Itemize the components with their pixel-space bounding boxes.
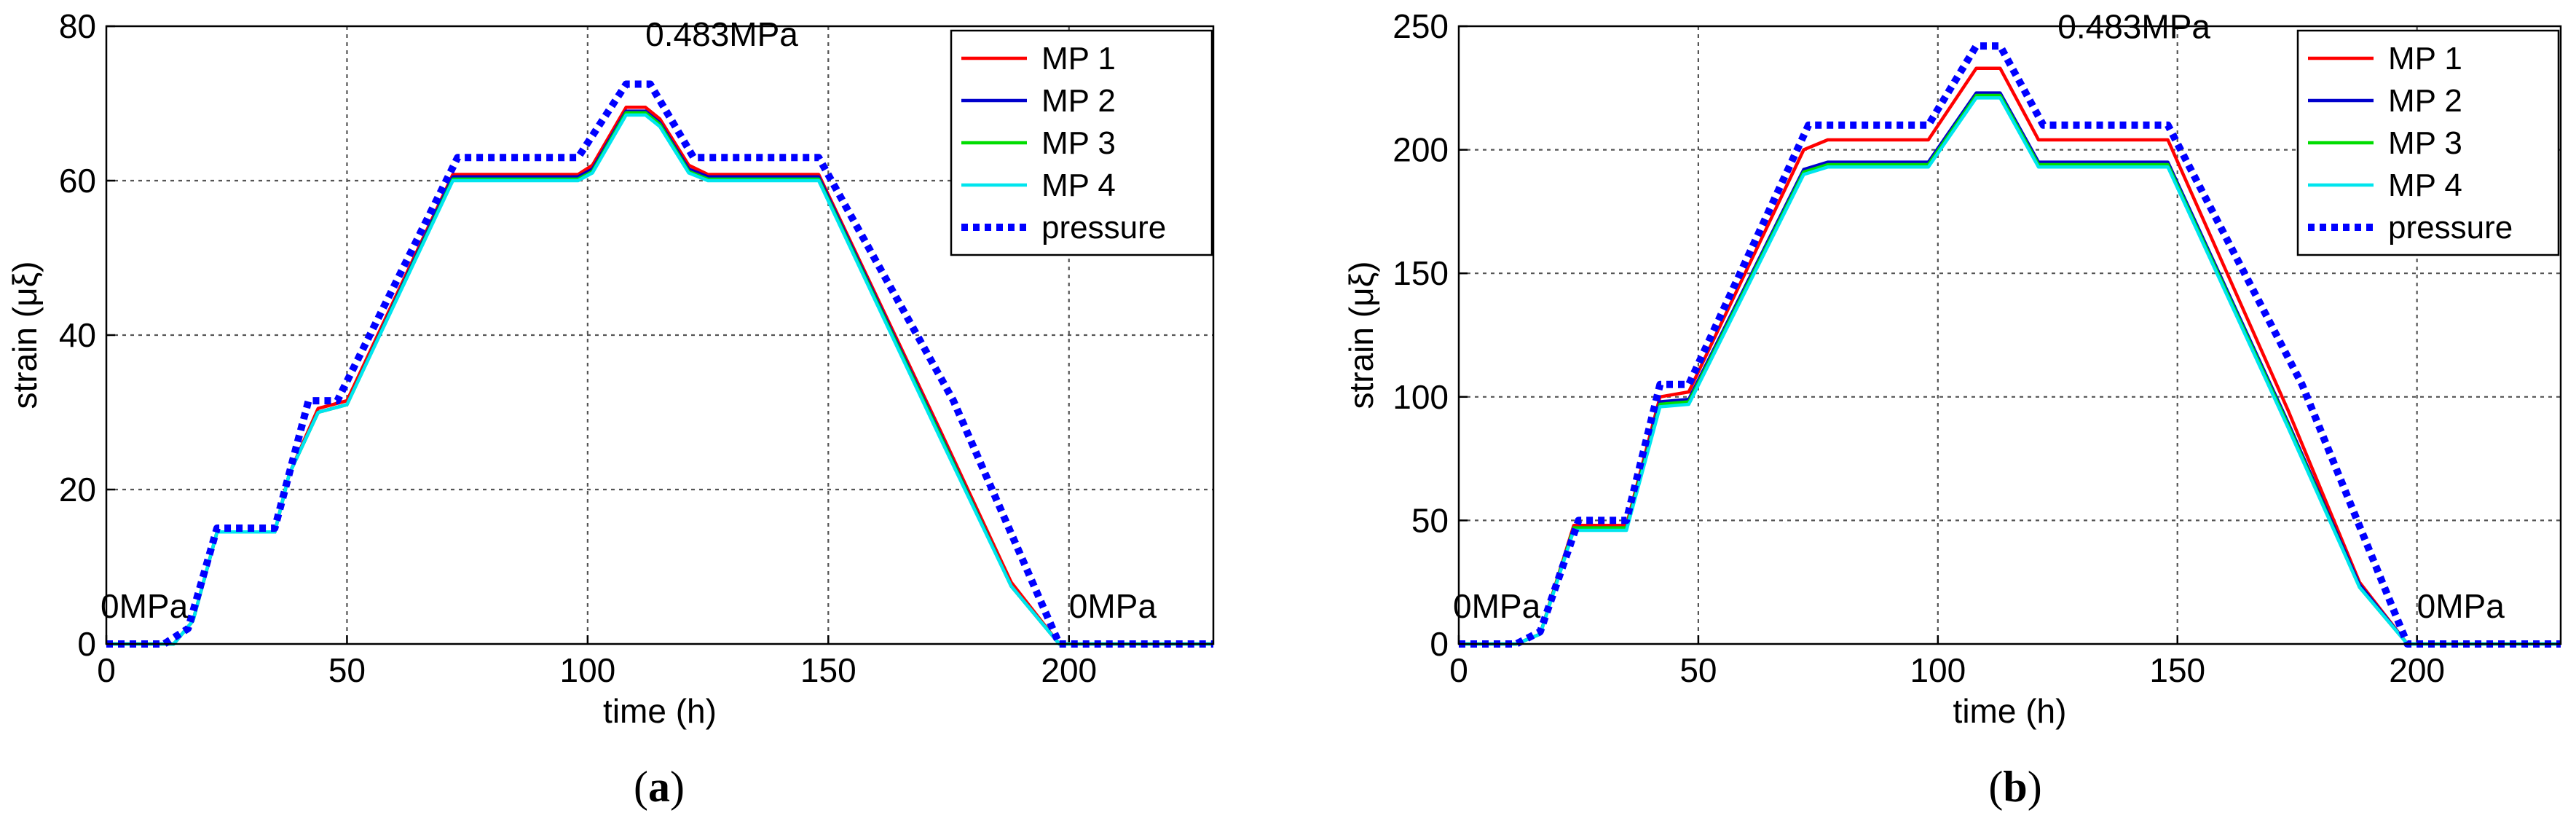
caption-close-paren: ) bbox=[2028, 763, 2042, 811]
x-tick-label: 150 bbox=[800, 651, 856, 689]
x-tick-label: 0 bbox=[97, 651, 116, 689]
x-tick-label: 0 bbox=[1449, 651, 1468, 689]
y-tick-label: 0 bbox=[77, 625, 96, 663]
legend: MP 1 MP 2 MP 3 MP 4 pressure bbox=[950, 29, 1213, 256]
x-tick-label: 100 bbox=[559, 651, 615, 689]
legend-label: MP 4 bbox=[2388, 168, 2462, 203]
y-tick-label: 60 bbox=[59, 162, 96, 200]
legend: MP 1 MP 2 MP 3 MP 4 pressure bbox=[2296, 29, 2560, 256]
plot-frame bbox=[105, 25, 1215, 645]
legend-label: MP 3 bbox=[2388, 125, 2462, 161]
series-line-mp-4 bbox=[106, 113, 1213, 646]
caption-letter: b bbox=[2003, 763, 2027, 811]
chart-a: 0 50 100 150 200 0 20 40 60 80 time (h) strain (μξ)… bbox=[6, 7, 1215, 811]
caption-letter: a bbox=[648, 763, 670, 811]
legend-label: pressure bbox=[2388, 210, 2513, 245]
y-tick-label: 20 bbox=[59, 471, 96, 508]
pressure-annotation: 0MPa bbox=[2417, 587, 2505, 625]
y-tick-label: 50 bbox=[1411, 501, 1449, 539]
legend-label: MP 2 bbox=[2388, 83, 2462, 119]
series-line-mp-4 bbox=[1459, 96, 2561, 646]
legend-label: MP 2 bbox=[1041, 83, 1116, 119]
x-tick-label: 50 bbox=[328, 651, 366, 689]
pressure-annotation: 0.483MPa bbox=[645, 15, 798, 53]
legend-label: pressure bbox=[1041, 210, 1166, 245]
x-tick-label: 200 bbox=[2389, 651, 2445, 689]
subfigure-caption: (b) bbox=[1988, 763, 2041, 811]
legend-label: MP 3 bbox=[1041, 125, 1116, 161]
legend-label: MP 1 bbox=[1041, 41, 1116, 76]
x-tick-label: 200 bbox=[1041, 651, 1097, 689]
y-tick-label: 100 bbox=[1393, 378, 1449, 416]
legend-label: MP 1 bbox=[2388, 41, 2462, 76]
caption-open-paren: ( bbox=[1988, 763, 2003, 811]
y-axis-label: strain (μξ) bbox=[1342, 261, 1380, 409]
chart-b: 0 50 100 150 200 0 50 100 150 200 250 time (h) strai… bbox=[1342, 7, 2562, 811]
x-axis-label: time (h) bbox=[1953, 692, 2067, 730]
x-tick-label: 150 bbox=[2149, 651, 2205, 689]
y-tick-label: 200 bbox=[1393, 131, 1449, 169]
series-line-pressure bbox=[1459, 42, 2561, 648]
caption-close-paren: ) bbox=[670, 763, 685, 811]
x-tick-label: 100 bbox=[1910, 651, 1966, 689]
series-line-pressure bbox=[106, 80, 1213, 648]
y-tick-label: 250 bbox=[1393, 7, 1449, 45]
pressure-annotation: 0MPa bbox=[101, 587, 189, 625]
caption-open-paren: ( bbox=[634, 763, 648, 811]
x-tick-label: 50 bbox=[1679, 651, 1717, 689]
y-tick-label: 0 bbox=[1430, 625, 1449, 663]
legend-label: MP 4 bbox=[1041, 168, 1116, 203]
x-axis-label: time (h) bbox=[603, 692, 717, 730]
pressure-annotation: 0MPa bbox=[1069, 587, 1157, 625]
plot-frame bbox=[1457, 25, 2562, 645]
y-tick-label: 40 bbox=[59, 316, 96, 354]
pressure-annotation: 0MPa bbox=[1453, 587, 1541, 625]
y-tick-label: 80 bbox=[59, 7, 96, 45]
y-tick-label: 150 bbox=[1393, 254, 1449, 292]
subfigure-caption: (a) bbox=[634, 763, 685, 811]
y-axis-label: strain (μξ) bbox=[6, 261, 44, 409]
